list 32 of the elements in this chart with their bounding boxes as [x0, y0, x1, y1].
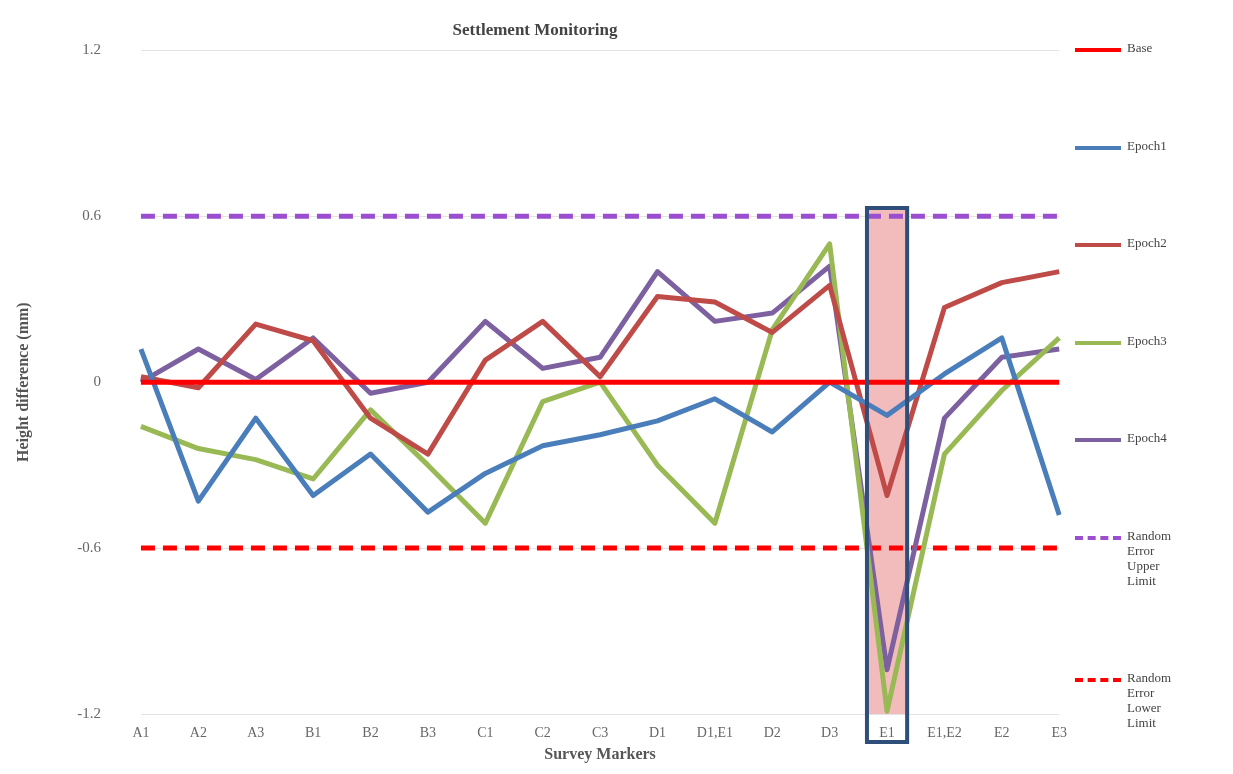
- x-tick-label: E1,E2: [927, 725, 962, 741]
- legend-label: Epoch3: [1127, 332, 1168, 348]
- y-tick-label: 1.2: [82, 41, 101, 58]
- x-tick-label: C1: [477, 725, 494, 741]
- x-tick-label: D3: [821, 725, 839, 741]
- x-tick-label: C3: [591, 725, 609, 741]
- x-tick-label: D1: [648, 725, 667, 741]
- y-tick-label: 0: [93, 373, 101, 390]
- x-tick-label: E3: [1051, 725, 1068, 741]
- x-tick-label: E2: [994, 725, 1010, 741]
- chart-title: Settlement Monitoring: [452, 19, 618, 39]
- x-tick-label: B1: [304, 725, 322, 741]
- legend-label: Epoch1: [1127, 137, 1168, 153]
- y-tick-label: -0.6: [77, 539, 102, 556]
- x-tick-label: C2: [534, 725, 551, 741]
- legend-label: Base: [1127, 40, 1154, 55]
- x-axis-title: Survey Markers: [544, 744, 656, 763]
- legend-label: Random Error Upper Limit: [1127, 527, 1173, 588]
- legend-label: Epoch2: [1127, 235, 1168, 250]
- y-axis-title: Height difference (mm): [13, 302, 32, 463]
- x-tick-label: A3: [247, 725, 265, 741]
- x-tick-label: A2: [189, 725, 207, 741]
- y-tick-label: 0.6: [82, 207, 102, 224]
- y-tick-label: -1.2: [77, 704, 101, 721]
- x-tick-label: D2: [763, 725, 781, 741]
- x-tick-label: B3: [419, 725, 437, 741]
- x-tick-label: D1,E1: [696, 725, 733, 741]
- legend-label: Random Error Lower Limit: [1127, 670, 1173, 730]
- x-tick-label: A1: [132, 725, 150, 741]
- x-tick-label: B2: [362, 725, 379, 741]
- x-tick-label: E1: [879, 725, 895, 741]
- legend-label: Epoch4: [1127, 430, 1168, 445]
